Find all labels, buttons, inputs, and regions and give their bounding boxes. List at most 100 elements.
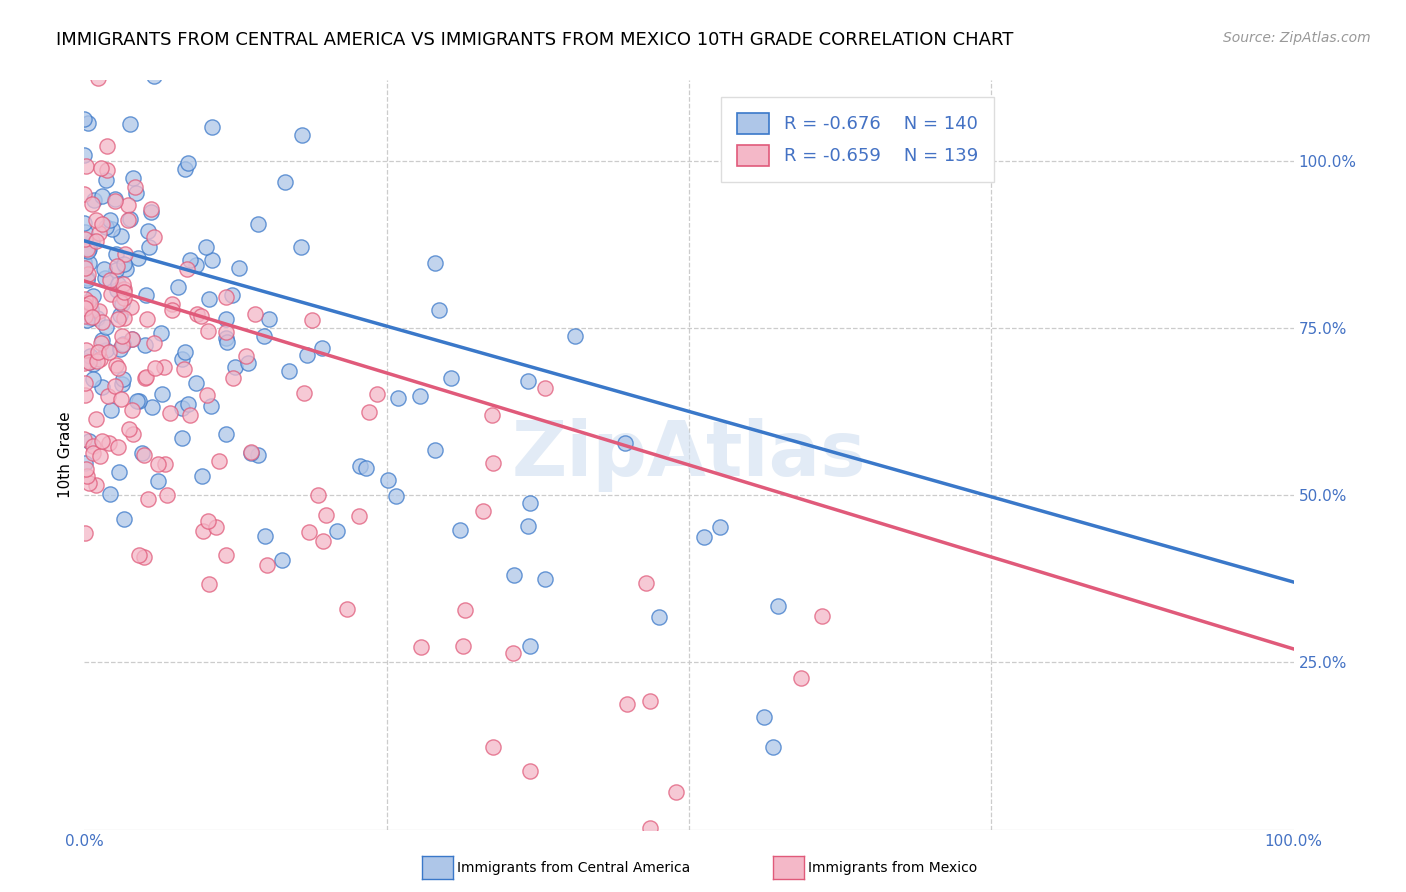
- Point: [77, 242, 100, 256]
- Point: [79, 476, 101, 491]
- Point: [89, 304, 111, 318]
- Point: [73, 260, 96, 275]
- Point: [98, 272, 121, 286]
- Point: [156, 488, 179, 502]
- Point: [73, 225, 96, 239]
- Point: [423, 255, 446, 269]
- Point: [114, 282, 136, 296]
- Point: [357, 405, 380, 419]
- Point: [186, 307, 208, 321]
- Point: [503, 568, 526, 582]
- Point: [533, 381, 555, 395]
- Point: [84, 478, 107, 492]
- Point: [139, 205, 162, 219]
- Point: [86, 310, 108, 325]
- Point: [107, 441, 129, 455]
- Point: [481, 408, 503, 422]
- Point: [638, 693, 661, 707]
- Point: [108, 308, 131, 322]
- Point: [94, 320, 117, 334]
- Point: [190, 309, 212, 323]
- Point: [84, 411, 107, 425]
- Point: [640, 821, 662, 835]
- Point: [82, 235, 104, 249]
- Point: [128, 393, 150, 408]
- Point: [122, 171, 145, 186]
- Point: [616, 697, 638, 711]
- Point: [79, 355, 101, 369]
- Point: [86, 354, 108, 368]
- Point: [77, 355, 100, 369]
- Point: [762, 739, 785, 754]
- Point: [107, 312, 129, 326]
- Point: [73, 456, 96, 470]
- Point: [104, 192, 127, 206]
- Point: [76, 242, 98, 256]
- Point: [118, 211, 141, 226]
- Point: [96, 162, 118, 177]
- Point: [121, 332, 143, 346]
- Point: [90, 161, 112, 176]
- Point: [519, 764, 541, 778]
- Point: [100, 287, 122, 301]
- Point: [73, 254, 96, 268]
- Point: [517, 519, 540, 533]
- Point: [224, 359, 246, 374]
- Point: [502, 646, 524, 660]
- Point: [214, 549, 236, 563]
- Point: [709, 519, 731, 533]
- Point: [90, 335, 112, 350]
- Point: [239, 445, 262, 459]
- Point: [146, 474, 169, 488]
- Point: [135, 312, 157, 326]
- Text: Source: ZipAtlas.com: Source: ZipAtlas.com: [1223, 31, 1371, 45]
- Point: [104, 379, 127, 393]
- Point: [87, 71, 110, 86]
- Point: [82, 310, 104, 325]
- Point: [91, 189, 114, 203]
- Point: [160, 302, 183, 317]
- Point: [766, 599, 789, 614]
- Point: [385, 488, 408, 502]
- Point: [253, 329, 276, 343]
- Point: [160, 297, 183, 311]
- Point: [347, 508, 370, 523]
- Point: [105, 283, 128, 297]
- Legend: R = -0.676    N = 140, R = -0.659    N = 139: R = -0.676 N = 140, R = -0.659 N = 139: [721, 97, 994, 182]
- Point: [94, 343, 117, 357]
- Point: [197, 324, 219, 338]
- Point: [409, 389, 432, 403]
- Point: [195, 239, 218, 253]
- Point: [75, 376, 97, 390]
- Point: [221, 287, 243, 301]
- Point: [76, 267, 98, 281]
- Point: [366, 387, 388, 401]
- Point: [135, 288, 157, 302]
- Point: [100, 402, 122, 417]
- Point: [73, 301, 96, 315]
- Point: [96, 139, 118, 153]
- Point: [174, 345, 197, 359]
- Point: [377, 473, 399, 487]
- Point: [246, 448, 269, 462]
- Point: [207, 454, 229, 468]
- Point: [132, 550, 155, 565]
- Point: [89, 449, 111, 463]
- Point: [214, 325, 236, 339]
- Point: [73, 297, 96, 311]
- Point: [146, 457, 169, 471]
- Point: [97, 345, 120, 359]
- Point: [90, 333, 112, 347]
- Point: [104, 358, 127, 372]
- Point: [274, 175, 297, 189]
- Point: [693, 530, 716, 544]
- Point: [84, 213, 107, 227]
- Point: [790, 671, 813, 685]
- Point: [326, 524, 349, 539]
- Point: [118, 422, 141, 436]
- Point: [349, 458, 371, 473]
- Point: [112, 291, 135, 305]
- Point: [228, 260, 250, 275]
- Point: [94, 173, 117, 187]
- Point: [124, 180, 146, 194]
